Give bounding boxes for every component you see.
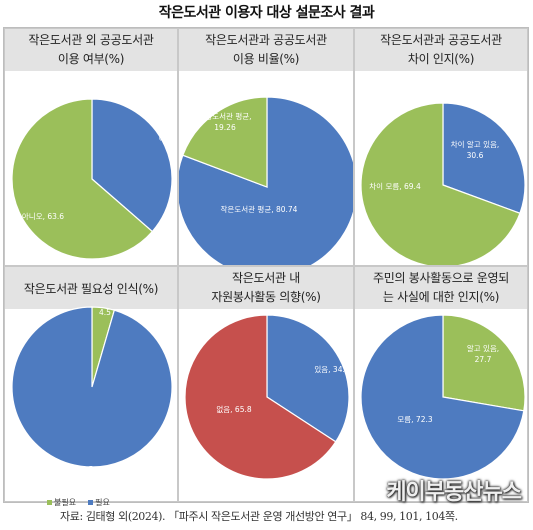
chart-title-line: 이용 비율(%) [232,52,300,66]
chart-title-line: 차이 인지(%) [407,52,475,66]
chart-title-line: 작은도서관 필요성 인식(%) [23,282,159,296]
pie-chart: 예, 36.4 아니오, 63.6 [11,98,177,260]
pie-slice [184,314,337,480]
slice-label: 아니오, 63.6 [22,211,64,221]
chart-title-line: 는 사실에 대한 인지(%) [382,290,500,304]
pie-slice [360,102,521,265]
pie-chart: 4.5 95.5 [11,306,173,474]
page-title: 작은도서관 이용자 대상 설문조사 결과 [158,5,375,21]
legend-label: 필요 [95,498,110,507]
chart-title-line: 작은도서관과 공공도서관 [380,33,502,47]
legend-item: 불필요 [47,498,76,507]
source-note: 자료: 김태형 외(2024). 「파주시 작은도서관 운영 개선방안 연구」 … [60,510,458,523]
legend-swatch [88,500,94,505]
watermark-logo: 케이부동산뉴스 [386,480,522,505]
pie-slice [91,98,173,233]
pie-slice [11,98,154,260]
pie-chart: 있음, 34.2 없음, 65.8 [184,314,350,480]
legend-label: 불필요 [54,498,77,507]
slice-label: 없음, 65.8 [216,405,251,414]
chart-title-line: 작은도서관 내 [232,271,300,285]
slice-label: 공공도서관 평균, 19.26 [198,111,251,132]
chart-title-line: 이용 여부(%) [57,52,125,66]
slice-label: 4.5 [99,308,111,317]
pie-slice [182,96,268,188]
pie-slice [442,314,526,412]
slice-label: 작은도서관 평균, 80.74 [221,204,298,214]
chart-title-line: 자원봉사활동 의향(%) [211,290,321,304]
slice-label: 예, 36.4 [159,133,177,143]
slice-label: 알고 있음, 27.7 [467,344,499,364]
slice-label: 있음, 34.2 [314,365,349,374]
slice-label: 차이 알고 있음, 30.6 [451,139,500,160]
chart-title: 작은도서관 필요성 인식(%) [5,267,177,309]
pie-slice [360,314,525,480]
pie-chart: 알고 있음, 27.7 모름, 72.3 [360,314,526,480]
slice-label: 모름, 72.3 [397,415,432,424]
slice-label: 95.5 [77,465,94,474]
slice-label: 차이 모름, 69.4 [369,181,421,191]
chart-panel-4: 작은도서관 필요성 인식(%) 4.5 95.5 불필요 필요 [4,266,178,507]
chart-title-line: 주민의 봉사활동으로 운영되 [373,271,509,285]
pie-chart: 차이 알고 있음, 30.6 차이 모름, 69.4 [360,102,526,265]
pie-slice [179,96,353,265]
chart-title-line: 작은도서관 외 공공도서관 [28,33,154,47]
legend-swatch [47,500,52,505]
chart-title-line: 작은도서관과 공공도서관 [205,33,327,47]
pie-slice [11,306,173,468]
pie-slice [442,102,526,215]
pie-chart: 작은도서관 평균, 80.74 공공도서관 평균, 19.26 [179,96,353,265]
legend-item: 필요 [88,498,110,507]
chart-legend: 불필요 필요 [47,497,122,508]
